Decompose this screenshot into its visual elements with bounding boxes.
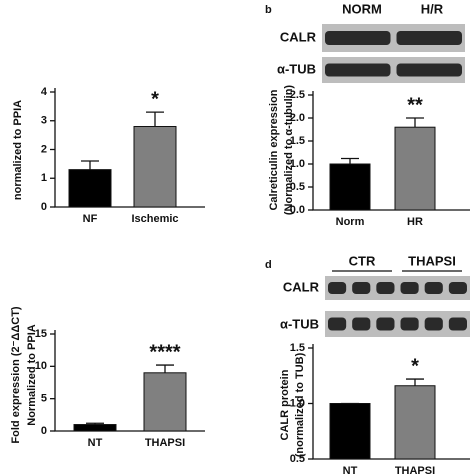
blot-strip	[325, 311, 470, 337]
y-tick-label: 10	[35, 360, 47, 372]
y-tick-label: 1.5	[290, 342, 305, 354]
blot-band	[396, 31, 462, 45]
bar	[394, 126, 436, 211]
y-tick-label: 15	[35, 328, 47, 340]
error-bar	[146, 111, 164, 127]
y-tick-label: 0	[41, 425, 47, 437]
bar	[133, 126, 177, 208]
error-bar	[406, 378, 424, 386]
bar	[394, 385, 436, 460]
y-tick-label: 1.0	[290, 158, 305, 170]
y-tick-label: 1.0	[290, 397, 305, 409]
significance: *	[151, 88, 159, 110]
row-label: α-TUB	[277, 61, 316, 76]
error-bar	[156, 364, 174, 373]
blot-band	[325, 31, 391, 45]
blot-band	[352, 282, 371, 294]
blot-band	[352, 317, 371, 331]
y-tick-label: 2.0	[290, 112, 305, 124]
x-tick-label: NT	[88, 437, 103, 449]
x-tick-label: THAPSI	[145, 437, 185, 449]
blot-band	[424, 282, 443, 294]
blot-band	[328, 282, 347, 294]
bar	[329, 403, 371, 460]
lane-label: THAPSI	[408, 253, 456, 268]
lane-label: NORM	[342, 1, 382, 16]
y-tick-label: 0	[41, 201, 47, 213]
blot-band	[376, 282, 395, 294]
y-tick-label: 1	[41, 172, 47, 184]
y-axis-label: (normalized to TUB)	[294, 352, 306, 457]
row-label: CALR	[280, 29, 317, 44]
significance: *	[411, 355, 419, 377]
panel-label: b	[265, 4, 272, 16]
y-tick-label: 2	[41, 143, 47, 155]
significance: ****	[149, 341, 180, 363]
y-tick-label: 0.5	[290, 181, 305, 193]
blot-band	[448, 317, 467, 331]
y-axis-label: (Normalized to α-tubulin)	[283, 85, 295, 216]
y-tick-label: 0.5	[290, 453, 305, 465]
blot-strip	[325, 276, 470, 300]
blot-band	[328, 317, 347, 331]
y-tick-label: 4	[41, 86, 48, 98]
panel-label: d	[265, 259, 272, 271]
blot-band	[448, 282, 467, 294]
y-tick-label: 3	[41, 115, 47, 127]
y-tick-label: 5	[41, 393, 47, 405]
lane-label: H/R	[421, 1, 444, 16]
error-bar	[341, 157, 359, 164]
y-axis-label: Calreticulin expression	[268, 89, 280, 210]
blot-band	[424, 317, 443, 331]
blot-band	[376, 317, 395, 331]
row-label: α-TUB	[280, 316, 319, 331]
y-axis-label: Fold expression (2⁻ΔΔCT)	[10, 306, 22, 443]
x-tick-label: NF	[83, 213, 98, 225]
x-tick-label: Norm	[336, 216, 365, 228]
significance: **	[407, 94, 423, 116]
x-tick-label: THAPSI	[395, 465, 435, 474]
row-label: CALR	[283, 279, 320, 294]
blot-band	[400, 317, 419, 331]
bar	[68, 169, 112, 208]
blot-band	[325, 63, 391, 77]
lane-label: CTR	[349, 253, 376, 268]
error-bar	[86, 422, 104, 425]
y-tick-label: 2.5	[290, 89, 305, 101]
y-axis-label: CALR protein	[279, 369, 291, 440]
y-tick-label: 1.5	[290, 135, 305, 147]
error-bar	[406, 117, 424, 128]
y-axis-label: Normalized to PPIA	[26, 324, 38, 426]
y-tick-label: 0.0	[290, 204, 305, 216]
bar	[143, 372, 187, 432]
error-bar	[81, 160, 99, 170]
y-axis-label: normalized to PPIA	[12, 100, 24, 200]
blot-band	[400, 282, 419, 294]
x-tick-label: NT	[343, 465, 358, 474]
bar	[329, 163, 371, 211]
blot-band	[396, 63, 462, 77]
bar	[73, 424, 117, 432]
x-tick-label: Ischemic	[131, 213, 178, 225]
x-tick-label: HR	[407, 216, 423, 228]
